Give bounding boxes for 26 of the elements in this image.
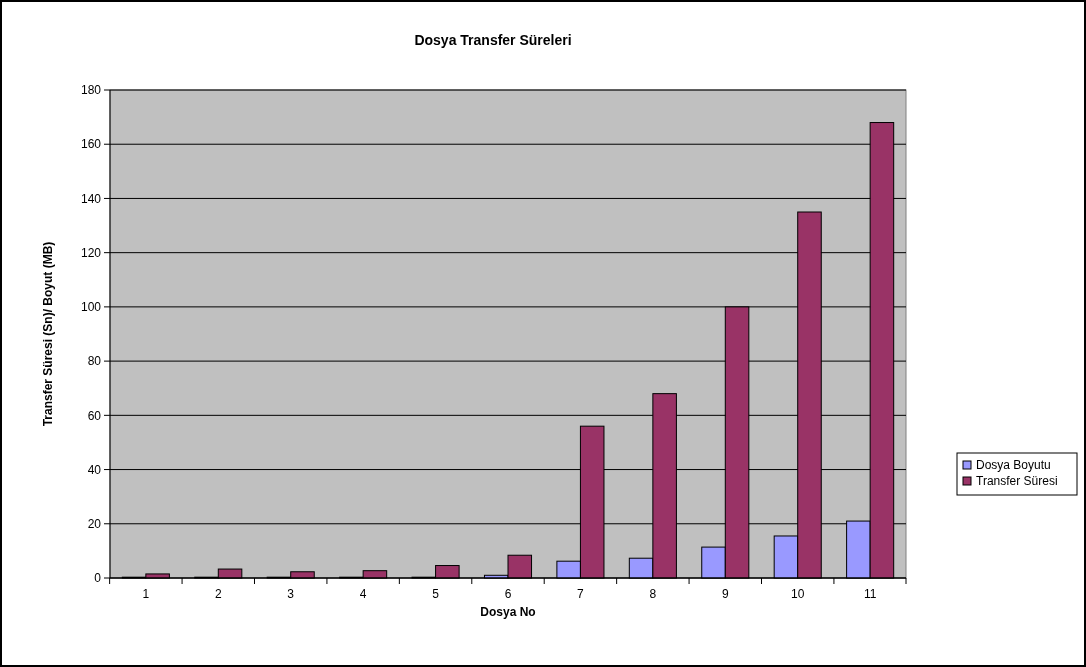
y-tick-label: 160: [80, 137, 102, 152]
x-tick-label: 4: [359, 587, 367, 601]
x-axis-title: Dosya No: [480, 605, 536, 619]
x-tick-label: 9: [721, 587, 729, 601]
y-axis-title: Transfer Süresi (Sn)/ Boyut (MB): [41, 241, 55, 427]
y-tick-label: 140: [80, 191, 102, 206]
legend-label: Transfer Süresi: [976, 474, 1058, 489]
y-tick-label: 80: [87, 354, 102, 369]
x-tick-label: 11: [863, 587, 877, 601]
x-tick-label: 10: [791, 587, 805, 601]
chart-title: Dosya Transfer Süreleri: [414, 32, 572, 48]
x-tick-label: 1: [142, 587, 150, 601]
y-tick-label: 100: [80, 300, 102, 315]
x-tick-label: 3: [287, 587, 295, 601]
x-tick-label: 8: [649, 587, 657, 601]
y-tick-label: 40: [87, 462, 102, 477]
legend-label: Dosya Boyutu: [976, 458, 1051, 473]
y-tick-label: 20: [87, 516, 102, 531]
y-tick-label: 60: [87, 408, 102, 423]
y-tick-label: 120: [80, 245, 102, 260]
x-tick-label: 2: [214, 587, 222, 601]
x-tick-label: 6: [504, 587, 512, 601]
y-tick-label: 180: [80, 83, 102, 98]
x-tick-label: 5: [432, 587, 440, 601]
x-tick-label: 7: [577, 587, 585, 601]
y-tick-label: 0: [94, 571, 102, 586]
